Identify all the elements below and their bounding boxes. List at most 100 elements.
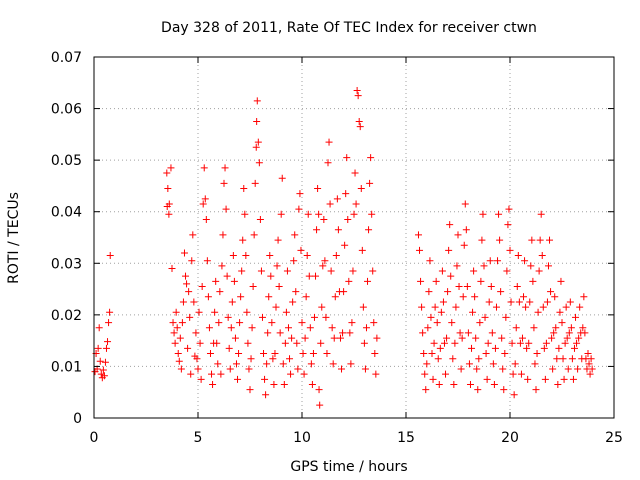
data-point	[369, 267, 377, 275]
data-point	[180, 249, 188, 257]
y-axis-label: ROTI / TECUs	[6, 192, 22, 284]
data-point	[439, 298, 447, 306]
data-point	[187, 370, 195, 378]
data-point	[278, 174, 286, 182]
data-point	[293, 339, 301, 347]
data-point	[572, 313, 580, 321]
data-point	[184, 344, 192, 352]
data-point	[565, 329, 573, 337]
data-point	[188, 257, 196, 265]
data-point	[574, 365, 582, 373]
data-point	[576, 303, 584, 311]
data-point	[349, 267, 357, 275]
data-point	[202, 215, 210, 223]
data-point	[246, 386, 254, 394]
data-point	[330, 334, 338, 342]
data-point	[253, 97, 261, 105]
data-point	[327, 267, 335, 275]
data-point	[353, 87, 361, 95]
data-point	[307, 360, 315, 368]
data-point	[183, 280, 191, 288]
data-point	[169, 319, 177, 327]
data-point	[244, 339, 252, 347]
data-point	[503, 267, 511, 275]
data-point	[100, 372, 108, 380]
data-point	[438, 267, 446, 275]
data-point	[450, 380, 458, 388]
data-point	[281, 339, 289, 347]
data-point	[526, 298, 534, 306]
data-point	[175, 357, 183, 365]
data-point	[173, 324, 181, 332]
x-tick-label: 0	[90, 430, 99, 446]
data-point	[482, 350, 490, 358]
data-point	[362, 324, 370, 332]
data-point	[517, 370, 525, 378]
data-point	[551, 293, 559, 301]
data-point	[329, 360, 337, 368]
data-point	[465, 360, 473, 368]
data-point	[319, 262, 327, 270]
data-point	[216, 288, 224, 296]
data-point	[536, 236, 544, 244]
y-tick-label: 0.06	[51, 102, 82, 118]
data-point	[442, 370, 450, 378]
data-point	[491, 344, 499, 352]
y-tick-label: 0.05	[51, 153, 82, 169]
data-point	[310, 313, 318, 321]
data-point	[303, 252, 311, 260]
data-point	[499, 365, 507, 373]
data-point	[490, 380, 498, 388]
data-point	[346, 329, 354, 337]
data-point	[452, 303, 460, 311]
data-point	[559, 355, 567, 363]
data-point	[464, 329, 472, 337]
data-point	[488, 329, 496, 337]
data-point	[182, 272, 190, 280]
data-point	[561, 339, 569, 347]
data-point	[340, 288, 348, 296]
data-point	[347, 360, 355, 368]
data-point	[262, 391, 270, 399]
data-point	[211, 308, 219, 316]
data-point	[214, 360, 222, 368]
data-point	[447, 272, 455, 280]
data-point	[455, 282, 463, 290]
data-point	[587, 355, 595, 363]
data-point	[194, 365, 202, 373]
data-point	[235, 350, 243, 358]
data-point	[560, 375, 568, 383]
data-point	[495, 210, 503, 218]
data-point	[256, 215, 264, 223]
data-point	[177, 365, 185, 373]
data-point	[528, 236, 536, 244]
data-point	[215, 319, 223, 327]
data-point	[190, 298, 198, 306]
data-point	[232, 360, 240, 368]
data-point	[457, 365, 465, 373]
data-point	[552, 324, 560, 332]
data-point	[558, 319, 566, 327]
data-point	[295, 205, 303, 213]
data-point	[501, 350, 509, 358]
data-point	[304, 210, 312, 218]
data-point	[573, 339, 581, 347]
data-point	[312, 272, 320, 280]
data-point	[292, 288, 300, 296]
data-point	[416, 246, 424, 254]
data-point	[533, 350, 541, 358]
data-point	[420, 350, 428, 358]
data-point	[99, 366, 107, 374]
data-point	[275, 282, 283, 290]
data-point	[366, 179, 374, 187]
data-point	[192, 329, 200, 337]
data-point	[314, 185, 322, 193]
data-point	[470, 267, 478, 275]
data-point	[454, 231, 462, 239]
data-point	[164, 185, 172, 193]
data-point	[320, 215, 328, 223]
data-point	[331, 293, 339, 301]
data-point	[542, 339, 550, 347]
data-point	[221, 164, 229, 172]
data-point	[480, 262, 488, 270]
